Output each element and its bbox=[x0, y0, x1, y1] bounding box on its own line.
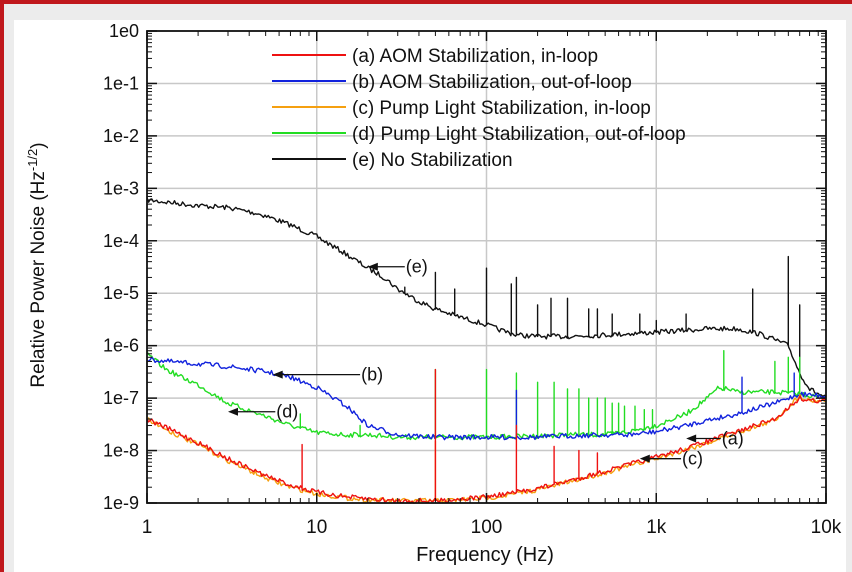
y-tick-label: 1e-3 bbox=[103, 178, 139, 198]
series-line-0 bbox=[146, 368, 827, 504]
annotation-label-1: (b) bbox=[361, 365, 383, 385]
annotations: (e) (b) (d) (a) (c) bbox=[227, 257, 744, 469]
legend: (a) AOM Stabilization, in-loop (b) AOM St… bbox=[272, 46, 686, 171]
legend-label-3: (d) Pump Light Stabilization, out-of-loo… bbox=[352, 124, 686, 145]
y-tick-label: 1e-6 bbox=[103, 336, 139, 356]
x-tick-label: 10 bbox=[306, 517, 327, 538]
annotation-label-3: (a) bbox=[722, 428, 744, 448]
y-tick-label: 1e-8 bbox=[103, 441, 139, 461]
series-lines bbox=[146, 197, 827, 504]
annotation-arrowhead-3 bbox=[686, 434, 697, 443]
y-axis-label: Relative Power Noise (Hz-1/2) bbox=[25, 142, 49, 387]
x-axis-label: Frequency (Hz) bbox=[416, 544, 554, 566]
y-tick-label: 1e-1 bbox=[103, 73, 139, 93]
x-tick-label: 1k bbox=[646, 517, 667, 538]
annotation-arrowhead-0 bbox=[367, 262, 378, 271]
legend-label-1: (b) AOM Stabilization, out-of-loop bbox=[352, 72, 632, 93]
annotation-arrowhead-1 bbox=[272, 370, 283, 379]
annotation-arrowhead-2 bbox=[227, 407, 238, 416]
y-tick-label: 1e-9 bbox=[103, 493, 139, 513]
x-tick-label: 100 bbox=[471, 517, 503, 538]
series-line-1 bbox=[146, 356, 827, 441]
y-tick-label: 1e-4 bbox=[103, 231, 139, 251]
axis-ticks bbox=[146, 30, 827, 504]
annotation-label-0: (e) bbox=[406, 257, 428, 277]
legend-label-2: (c) Pump Light Stabilization, in-loop bbox=[352, 98, 651, 119]
x-tick-label: 1 bbox=[142, 517, 153, 538]
legend-label-4: (e) No Stabilization bbox=[352, 150, 513, 171]
y-tick-label: 1e-2 bbox=[103, 126, 139, 146]
y-tick-label: 1e-7 bbox=[103, 388, 139, 408]
series-line-4 bbox=[146, 197, 827, 397]
tick-labels: 1 10 100 1k 10k 1e0 1e-1 1e-2 1e-3 1e-4 1e-5 1e-6 1e… bbox=[103, 21, 842, 538]
chart-panel: 1 10 100 1k 10k 1e0 1e-1 1e-2 1e-3 1e-4 1e-5 1e-6 1e… bbox=[14, 20, 846, 572]
x-tick-label: 10k bbox=[811, 517, 842, 538]
annotation-label-2: (d) bbox=[276, 402, 298, 422]
annotation-label-4: (c) bbox=[682, 449, 703, 469]
annotation-arrowhead-4 bbox=[639, 454, 650, 463]
y-tick-label: 1e-5 bbox=[103, 283, 139, 303]
y-axis-label-close: ) bbox=[28, 142, 49, 148]
y-tick-label: 1e0 bbox=[109, 21, 139, 41]
noise-spectrum-chart: 1 10 100 1k 10k 1e0 1e-1 1e-2 1e-3 1e-4 1e-5 1e-6 1e… bbox=[25, 21, 842, 566]
y-axis-label-main: Relative Power Noise (Hz bbox=[28, 171, 49, 387]
legend-label-0: (a) AOM Stabilization, in-loop bbox=[352, 46, 598, 67]
y-axis-label-exponent: -1/2 bbox=[25, 149, 40, 171]
